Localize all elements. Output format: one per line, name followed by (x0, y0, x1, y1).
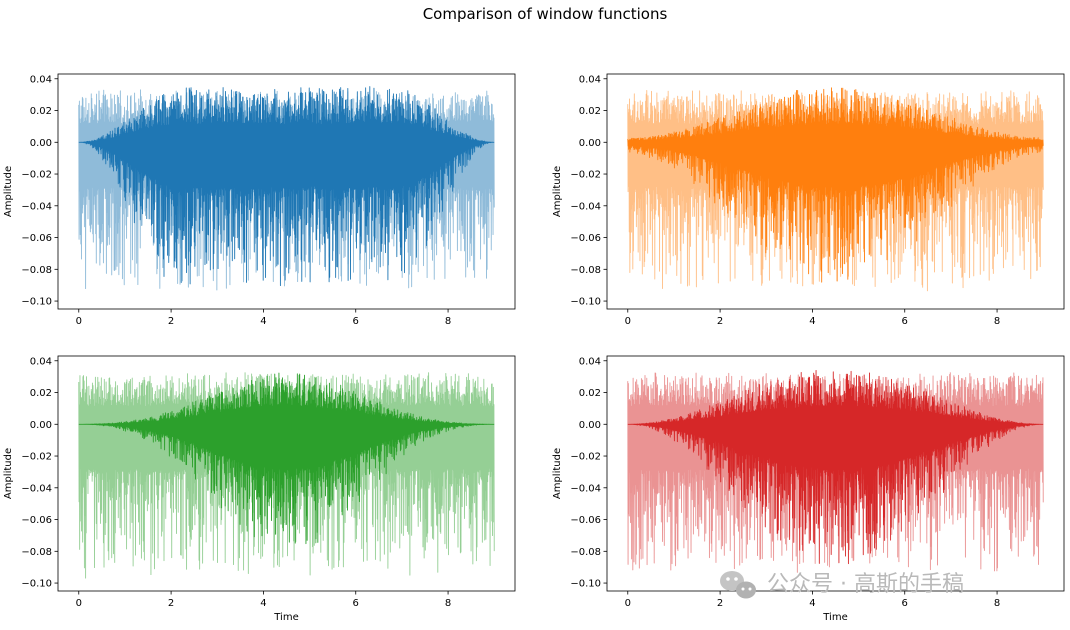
x-axis-label: Time (822, 612, 847, 623)
x-tick-label: 6 (902, 316, 908, 327)
x-tick-label: 6 (902, 598, 908, 609)
series-windowed-signal (627, 87, 1044, 283)
x-tick-label: 0 (625, 598, 631, 609)
y-axis-label: Amplitude (3, 448, 14, 499)
y-tick-label: 0.04 (579, 74, 601, 85)
x-tick-label: 4 (260, 316, 266, 327)
y-tick-label: −0.04 (570, 483, 601, 494)
x-tick-label: 8 (445, 598, 451, 609)
x-tick-label: 2 (168, 598, 174, 609)
subplot-hamming: 0 2 4 6 8 0.04 0.02 0.00 −0.02 −0.04 −0.06 −0.08 −0.… (552, 73, 1065, 327)
y-tick-label: −0.06 (570, 515, 601, 526)
y-tick-label: −0.08 (570, 265, 601, 276)
axes-frame (57, 73, 516, 310)
x-tick-label: 2 (717, 316, 723, 327)
x-tick-label: 0 (76, 316, 82, 327)
y-tick-label: −0.08 (21, 547, 52, 558)
y-tick-label: −0.02 (21, 170, 52, 181)
x-tick-label: 6 (353, 316, 359, 327)
subplot-blackman: 0 2 4 6 8 0.04 0.02 0.00 −0.02 −0.04 −0.06 −0.08 −0.… (3, 355, 516, 623)
y-tick-label: 0.00 (30, 138, 52, 149)
x-axis-label: Time (273, 612, 298, 623)
axes-frame (606, 355, 1065, 592)
watermark: 公众号 · 高斯的手稿 (720, 571, 964, 599)
x-tick-label: 6 (353, 598, 359, 609)
x-tick-label: 0 (76, 598, 82, 609)
series-windowed-signal (78, 86, 495, 287)
y-tick-label: 0.04 (579, 356, 601, 367)
axes-frame (606, 73, 1065, 310)
y-tick-label: 0.00 (579, 138, 601, 149)
y-tick-label: 0.00 (579, 420, 601, 431)
axes-frame (57, 355, 516, 592)
y-tick-label: 0.04 (30, 356, 52, 367)
y-tick-label: 0.04 (30, 74, 52, 85)
watermark-text: 公众号 · 高斯的手稿 (767, 572, 964, 597)
y-tick-label: −0.10 (21, 579, 52, 590)
y-tick-label: 0.00 (30, 420, 52, 431)
subplot-tukey: 0 2 4 6 8 0.04 0.02 0.00 −0.02 −0.04 −0.06 −0.08 −0.… (3, 73, 516, 327)
y-tick-label: −0.06 (21, 233, 52, 244)
y-tick-label: −0.10 (570, 297, 601, 308)
y-axis-label: Amplitude (3, 166, 14, 217)
y-tick-label: 0.02 (30, 106, 52, 117)
subplot-hanning: 0 2 4 6 8 0.04 0.02 0.00 −0.02 −0.04 −0.06 −0.08 −0.… (552, 355, 1065, 623)
y-tick-label: −0.10 (570, 579, 601, 590)
x-tick-label: 8 (994, 316, 1000, 327)
y-tick-label: −0.02 (570, 452, 601, 463)
y-tick-label: −0.10 (21, 297, 52, 308)
wechat-icon (720, 571, 756, 599)
x-tick-label: 4 (809, 316, 815, 327)
y-tick-label: −0.02 (21, 452, 52, 463)
x-tick-label: 0 (625, 316, 631, 327)
x-tick-label: 8 (445, 316, 451, 327)
y-tick-label: −0.06 (570, 233, 601, 244)
y-axis-label: Amplitude (552, 448, 563, 499)
y-tick-label: 0.02 (579, 388, 601, 399)
y-tick-label: 0.02 (579, 106, 601, 117)
y-axis-label: Amplitude (552, 166, 563, 217)
x-tick-label: 8 (994, 598, 1000, 609)
y-tick-label: −0.08 (570, 547, 601, 558)
y-tick-label: −0.08 (21, 265, 52, 276)
x-tick-label: 4 (260, 598, 266, 609)
x-tick-label: 2 (168, 316, 174, 327)
y-tick-label: −0.06 (21, 515, 52, 526)
x-tick-label: 4 (809, 598, 815, 609)
y-tick-label: 0.02 (30, 388, 52, 399)
subplot-grid: 0 2 4 6 8 0.04 0.02 0.00 −0.02 −0.04 −0.06 −0.08 −0.… (3, 73, 1065, 623)
y-tick-label: −0.04 (21, 201, 52, 212)
series-windowed-signal (627, 369, 1044, 565)
y-tick-label: −0.04 (570, 201, 601, 212)
y-tick-label: −0.02 (570, 170, 601, 181)
series-windowed-signal (78, 372, 495, 545)
x-tick-label: 2 (717, 598, 723, 609)
figure-title: Comparison of window functions (423, 5, 668, 23)
y-tick-label: −0.04 (21, 483, 52, 494)
